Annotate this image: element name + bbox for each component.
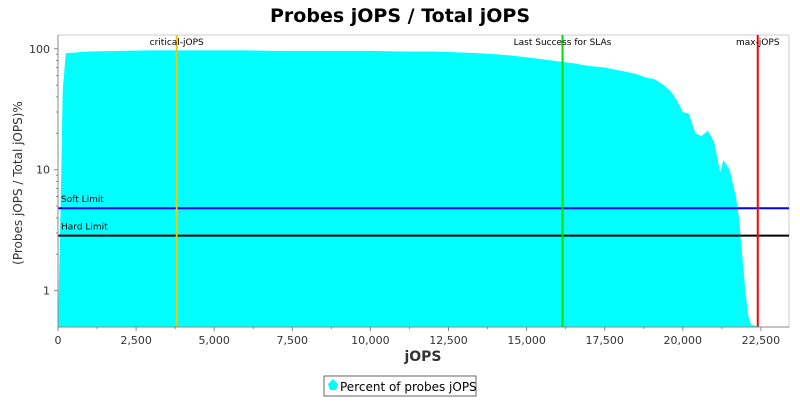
hline-marker-label-1: Hard Limit	[61, 223, 108, 233]
vline-marker-label-0: critical-jOPS	[150, 38, 204, 48]
y-tick-label: 1	[43, 285, 50, 298]
vline-marker-label-2: max-jOPS	[736, 38, 780, 48]
x-tick-label: 15,000	[507, 334, 546, 347]
x-tick-label: 12,500	[429, 334, 468, 347]
hline-marker-label-0: Soft Limit	[61, 195, 104, 205]
y-tick-label: 100	[29, 43, 50, 56]
y-axis-label: (Probes jOPS / Total jOPS)%	[11, 101, 25, 265]
legend: Percent of probes jOPS	[323, 375, 477, 397]
x-tick-label: 10,000	[351, 334, 390, 347]
x-axis-label: jOPS	[403, 349, 441, 365]
x-tick-label: 22,500	[742, 334, 781, 347]
x-tick-label: 20,000	[664, 334, 703, 347]
series-area-0	[58, 50, 789, 328]
y-tick-label: 10	[36, 164, 50, 177]
chart-title: Probes jOPS / Total jOPS	[270, 5, 530, 27]
x-tick-label: 5,000	[198, 334, 230, 347]
plot-area: Soft Limit Hard Limit critical-jOPS Last Su…	[57, 34, 790, 328]
legend-label: Percent of probes jOPS	[340, 380, 477, 394]
legend-box	[323, 375, 477, 397]
x-tick-label: 2,500	[120, 334, 152, 347]
x-tick-label: 17,500	[585, 334, 624, 347]
x-tick-label: 7,500	[277, 334, 309, 347]
vline-marker-label-1: Last Success for SLAs	[514, 38, 612, 48]
x-tick-label: 0	[55, 334, 62, 347]
legend-swatch	[328, 379, 338, 390]
legend-swatch-shape	[328, 379, 338, 390]
axes: 0 2,500 5,000 7,500 10,000 12,500 15,000 17,500…	[29, 35, 789, 347]
